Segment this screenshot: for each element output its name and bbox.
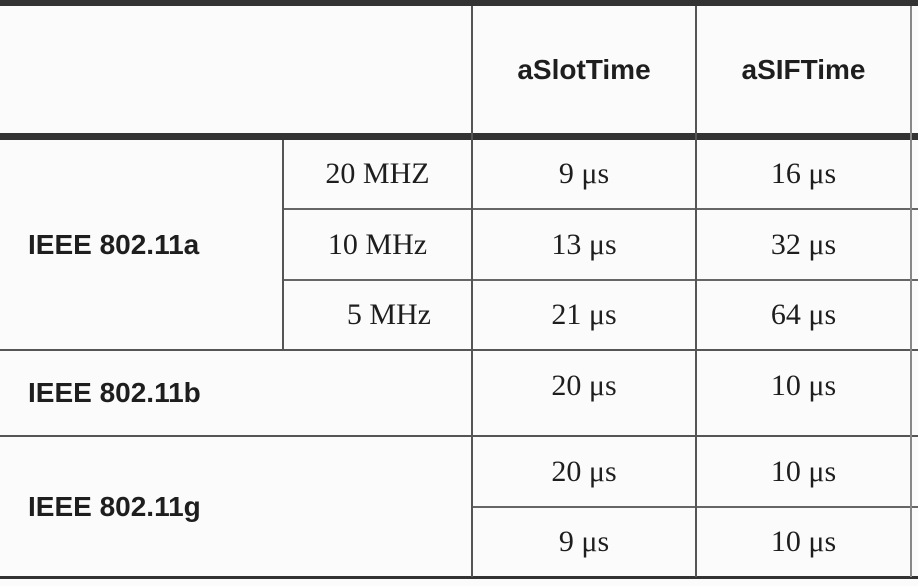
table-top-rule [0,0,918,6]
column-divider [695,6,697,577]
bandwidth-cell: 5 MHz [346,298,431,331]
bandwidth-cell: 10 MHz [327,227,428,261]
header-bottom-rule [0,133,918,140]
asiftime-cell: 10 μs [770,525,837,558]
asiftime-cell: 16 μs [770,157,837,190]
group-divider [0,349,918,351]
asiftime-cell: 32 μs [770,227,837,261]
table-bottom-rule [0,576,918,579]
group-label-80211a: IEEE 802.11a [28,228,200,260]
column-divider [282,140,284,350]
group-divider [0,435,918,437]
asiftime-cell: 64 μs [770,298,837,331]
aslottime-cell: 21 μs [551,298,617,331]
row-divider [283,208,918,210]
bandwidth-cell: 20 MHZ [325,157,430,190]
asiftime-cell: 10 μs [770,454,837,488]
header-asiftime: aSIFTime [741,53,866,85]
row-divider [283,279,918,281]
header-aslottime: aSlotTime [517,53,651,85]
aslottime-cell: 9 μs [558,525,610,558]
group-label-80211b: IEEE 802.11b [28,377,201,408]
aslottime-cell: 9 μs [558,157,610,190]
table-right-edge [910,6,912,577]
column-divider [471,6,473,577]
asiftime-cell: 10 μs [770,369,837,402]
aslottime-cell: 20 μs [551,454,617,488]
aslottime-cell: 20 μs [551,369,617,402]
aslottime-cell: 13 μs [551,227,617,261]
group-label-80211g: IEEE 802.11g [28,490,201,522]
